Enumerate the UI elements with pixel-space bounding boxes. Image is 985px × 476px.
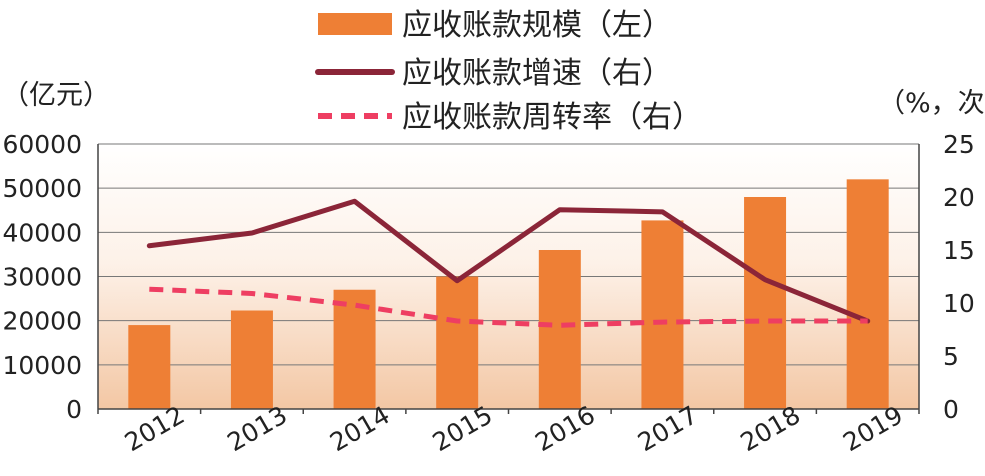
right-tick-label: 0 — [943, 395, 959, 424]
left-tick-label: 30000 — [2, 263, 82, 292]
bar — [641, 220, 684, 409]
legend-label: 应收账款规模（左） — [402, 8, 672, 43]
turnover-line — [149, 286, 868, 328]
bar — [436, 276, 479, 409]
left-tick-label: 40000 — [2, 218, 82, 247]
legend-label: 应收账款增速（右） — [402, 56, 672, 91]
legend: 应收账款规模（左） 应收账款增速（右） 应收账款周转率（右） — [315, 8, 702, 135]
left-tick-label: 60000 — [2, 130, 82, 159]
left-tick-label: 20000 — [2, 307, 82, 336]
left-tick-label: 0 — [66, 395, 82, 424]
bar — [846, 179, 889, 409]
right-tick-label: 25 — [943, 130, 975, 159]
bar-series — [128, 179, 889, 409]
axes — [97, 144, 920, 414]
right-tick-label: 10 — [943, 289, 975, 318]
bar — [230, 310, 273, 409]
legend-swatch-bar — [318, 13, 392, 35]
right-tick-label: 20 — [943, 183, 975, 212]
left-axis-unit: （亿元） — [2, 80, 110, 111]
right-axis-unit: （%，次） — [878, 88, 985, 119]
right-tick-label: 15 — [943, 236, 975, 265]
bar — [538, 250, 581, 409]
growth-line — [146, 198, 871, 324]
bar — [744, 197, 787, 409]
legend-label: 应收账款周转率（右） — [402, 100, 702, 135]
left-tick-label: 50000 — [2, 174, 82, 203]
bar — [128, 325, 171, 409]
left-tick-label: 10000 — [2, 351, 82, 380]
line-series — [146, 198, 871, 328]
right-tick-label: 5 — [943, 342, 959, 371]
